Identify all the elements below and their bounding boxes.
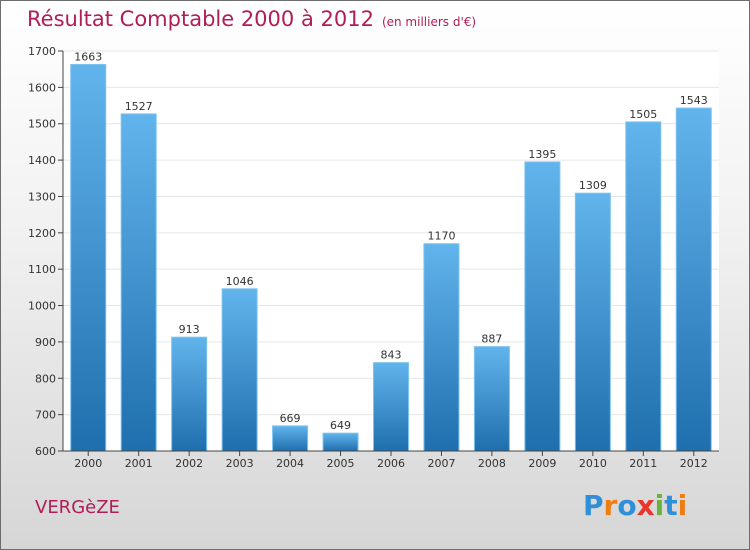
logo-letter: x (636, 489, 655, 522)
bar (120, 113, 157, 452)
x-tick-label: 2004 (276, 457, 304, 470)
commune-name: VERGèZE (35, 497, 120, 518)
logo-letter: r (603, 489, 618, 522)
bar (322, 432, 359, 452)
logo-letter: o (617, 489, 637, 522)
y-tick-label: 1200 (28, 227, 56, 240)
bar (221, 288, 258, 452)
x-tick-label: 2011 (629, 457, 657, 470)
y-tick-label: 800 (35, 372, 56, 385)
x-tick-label: 2008 (478, 457, 506, 470)
logo-letter: P (583, 489, 604, 522)
data-label: 843 (381, 349, 402, 362)
data-label: 887 (481, 333, 502, 346)
y-tick-label: 1600 (28, 81, 56, 94)
chart-subtitle: (en milliers d'€) (381, 15, 477, 29)
logo-letter: i (677, 489, 688, 522)
y-tick-label: 600 (35, 445, 56, 458)
logo-letter: t (664, 489, 678, 522)
y-tick-label: 1700 (28, 45, 56, 58)
bar (675, 107, 712, 452)
data-label: 649 (330, 419, 351, 432)
data-label: 1170 (427, 230, 455, 243)
logo-letter: i (654, 489, 665, 522)
chart-title: Résultat Comptable 2000 à 2012 (en millie… (27, 7, 476, 31)
y-tick-label: 700 (35, 409, 56, 422)
data-label: 1309 (579, 179, 607, 192)
x-tick-label: 2003 (226, 457, 254, 470)
data-label: 1505 (629, 108, 657, 121)
x-tick-label: 2009 (528, 457, 556, 470)
bar (574, 192, 611, 452)
data-label: 1046 (226, 275, 254, 288)
bar (373, 362, 409, 452)
x-tick-label: 2007 (427, 457, 455, 470)
x-tick-label: 2002 (175, 457, 203, 470)
data-label: 669 (280, 412, 301, 425)
bar (524, 161, 561, 452)
y-tick-label: 900 (35, 336, 56, 349)
y-tick-label: 1500 (28, 118, 56, 131)
bar (70, 63, 107, 452)
bar (473, 346, 510, 452)
data-label: 913 (179, 323, 200, 336)
data-label: 1527 (125, 100, 153, 113)
y-tick-label: 1300 (28, 190, 56, 203)
x-tick-label: 2012 (680, 457, 708, 470)
x-tick-label: 2010 (579, 457, 607, 470)
x-tick-label: 2006 (377, 457, 405, 470)
data-label: 1395 (528, 148, 556, 161)
proxiti-logo: Proxiti (583, 489, 687, 522)
chart-title-text: Résultat Comptable 2000 à 2012 (27, 7, 374, 31)
bar (423, 243, 460, 452)
y-tick-label: 1000 (28, 300, 56, 313)
bar (171, 336, 208, 452)
bar (272, 425, 309, 452)
y-tick-label: 1400 (28, 154, 56, 167)
x-tick-label: 2005 (327, 457, 355, 470)
y-tick-label: 1100 (28, 263, 56, 276)
x-tick-label: 2000 (74, 457, 102, 470)
x-tick-label: 2001 (125, 457, 153, 470)
data-label: 1663 (74, 50, 102, 63)
data-label: 1543 (680, 94, 708, 107)
bar (625, 121, 662, 452)
